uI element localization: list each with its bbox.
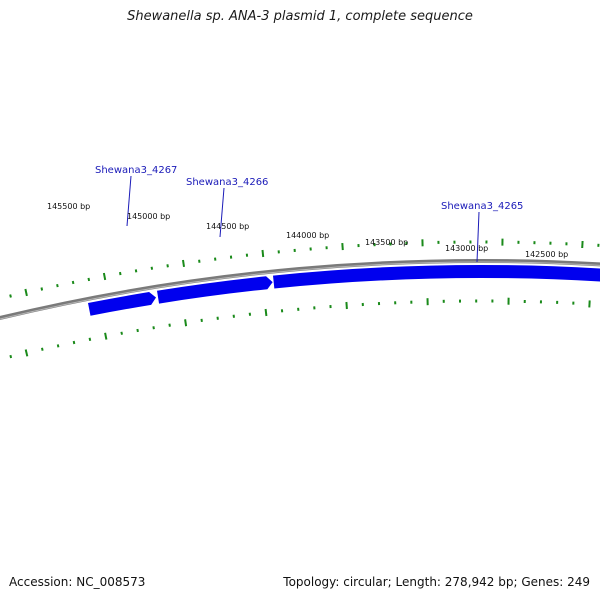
- minor-tick: [136, 328, 139, 333]
- gene-pointer-shewana3-4266: [219, 187, 225, 238]
- minor-tick: [56, 344, 60, 348]
- outer-tick-ring: [9, 238, 600, 298]
- minor-tick: [71, 280, 75, 285]
- inner-tick-ring: [9, 297, 591, 359]
- bp-tick-label: 144000 bp: [286, 231, 329, 240]
- gene-track: [88, 265, 600, 316]
- major-tick: [341, 243, 344, 251]
- major-tick: [261, 249, 265, 258]
- gene-label-shewana3-4266[interactable]: Shewana3_4266: [186, 177, 268, 188]
- minor-tick: [152, 326, 155, 330]
- sequence-backbone-highlight: [0, 261, 600, 320]
- accession-text: Accession: NC_008573: [9, 575, 146, 589]
- gene-label-shewana3-4265[interactable]: Shewana3_4265: [441, 201, 523, 212]
- bp-tick-label: 144500 bp: [206, 222, 249, 231]
- major-tick: [104, 332, 108, 340]
- minor-tick: [9, 354, 13, 359]
- minor-tick: [134, 269, 138, 273]
- major-tick: [264, 308, 268, 317]
- map-title: Shewanella sp. ANA-3 plasmid 1, complete…: [127, 9, 473, 24]
- minor-tick: [56, 283, 59, 288]
- minor-tick: [150, 266, 154, 270]
- bp-tick-label: 143500 bp: [365, 238, 408, 247]
- major-tick: [182, 259, 185, 268]
- gene-pointer-shewana3-4265: [476, 211, 480, 263]
- gene-arrow-shewana3-4267[interactable]: [88, 292, 157, 316]
- gene-pointer-shewana3-4267: [126, 175, 132, 227]
- major-tick: [345, 301, 348, 310]
- bp-tick-label: 145000 bp: [127, 212, 170, 221]
- sequence-backbone: [0, 259, 600, 321]
- major-tick: [184, 319, 188, 327]
- minor-tick: [40, 287, 44, 291]
- gene-arrow-shewana3-4266[interactable]: [157, 276, 273, 304]
- minor-tick: [168, 323, 171, 327]
- minor-tick: [9, 294, 12, 298]
- minor-tick: [87, 277, 91, 282]
- minor-tick: [119, 271, 122, 276]
- major-tick: [24, 349, 29, 357]
- topology-summary: Topology: circular; Length: 278,942 bp; …: [283, 575, 590, 589]
- gene-arrow-shewana3-4265[interactable]: [273, 265, 600, 289]
- bp-tick-label: 145500 bp: [47, 202, 90, 211]
- minor-tick: [120, 331, 123, 335]
- bp-tick-label: 142500 bp: [525, 250, 568, 259]
- minor-tick: [72, 340, 76, 345]
- minor-tick: [41, 347, 44, 351]
- major-tick: [24, 288, 28, 297]
- major-tick: [102, 272, 107, 281]
- bp-tick-label: 143000 bp: [445, 244, 488, 253]
- minor-tick: [88, 337, 92, 341]
- gene-label-shewana3-4267[interactable]: Shewana3_4267: [95, 165, 177, 176]
- minor-tick: [166, 264, 169, 268]
